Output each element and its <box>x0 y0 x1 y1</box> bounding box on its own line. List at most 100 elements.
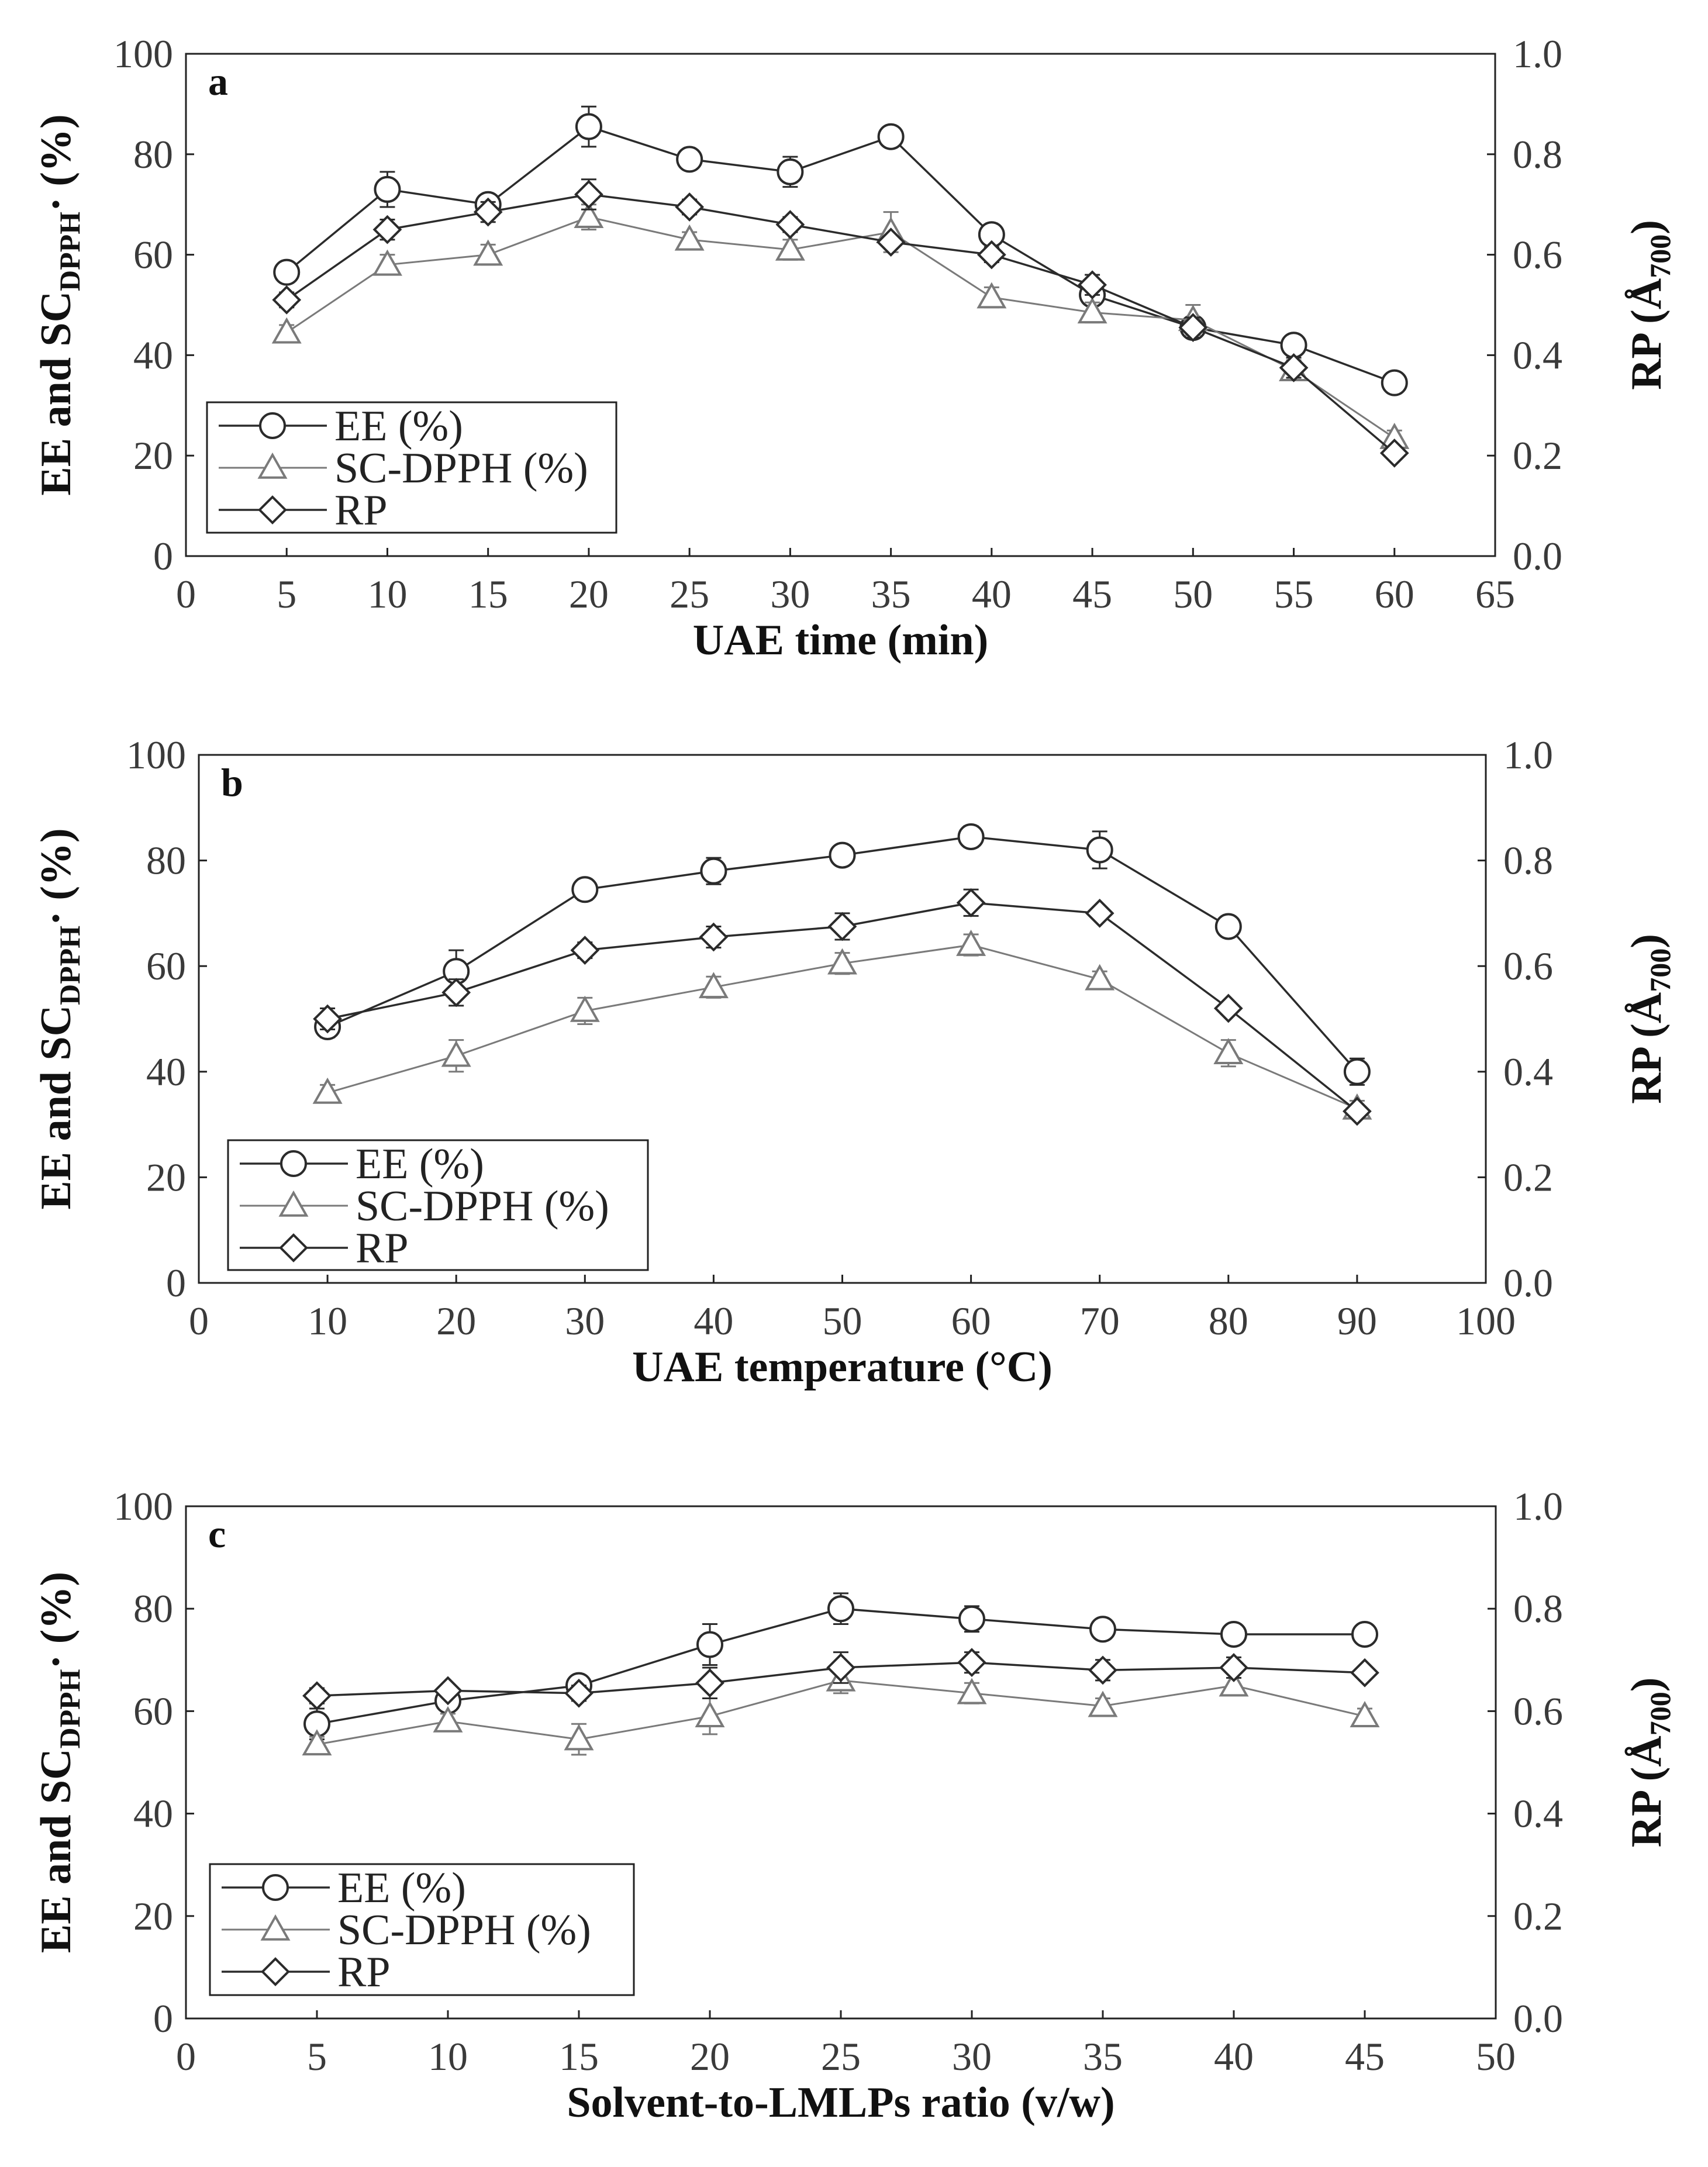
data-point <box>372 249 402 276</box>
y2-tick-label: 0.6 <box>1513 233 1562 277</box>
data-point <box>675 192 705 222</box>
y-tick-label: 60 <box>146 944 186 988</box>
data-point <box>1178 313 1208 343</box>
series-2 <box>272 178 1409 468</box>
x-tick-label: 20 <box>436 1299 476 1343</box>
x-tick-label: 40 <box>1214 2034 1254 2079</box>
data-point <box>957 823 985 850</box>
x-tick-label: 50 <box>1476 2034 1516 2079</box>
legend-entry: RP <box>356 1224 409 1272</box>
data-point <box>1085 964 1115 991</box>
legend-entry: SC-DPPH (%) <box>356 1182 609 1230</box>
legend: EE (%)SC-DPPH (%)RP <box>227 1139 649 1272</box>
x-tick-label: 0 <box>189 1299 209 1343</box>
y2-axis-label: RP (Å700) <box>1623 934 1676 1104</box>
legend: EE (%)SC-DPPH (%)RP <box>209 1863 635 1996</box>
x-axis-label: UAE temperature (°C) <box>632 1343 1053 1391</box>
x-tick-label: 65 <box>1475 572 1515 616</box>
data-point <box>1213 993 1243 1023</box>
legend-marker <box>259 412 286 439</box>
data-point <box>473 239 503 266</box>
x-tick-label: 45 <box>1345 2034 1385 2079</box>
series-0 <box>273 105 1408 396</box>
x-tick-label: 55 <box>1274 572 1314 616</box>
data-point <box>775 234 805 261</box>
x-tick-label: 35 <box>871 572 911 616</box>
data-point <box>1088 1655 1117 1685</box>
y2-tick-label: 0.4 <box>1513 333 1562 377</box>
y-axis-label: EE and SCDPPH· (%) <box>32 828 86 1209</box>
legend-marker <box>278 1190 309 1217</box>
series-line <box>286 193 1395 454</box>
legend-entry: RP <box>337 1948 391 1996</box>
legend-entry: SC-DPPH (%) <box>337 1906 591 1954</box>
y-tick-label: 80 <box>133 1586 173 1631</box>
data-point <box>272 285 302 315</box>
data-point <box>829 841 856 869</box>
y2-tick-label: 0.6 <box>1503 944 1553 988</box>
y-tick-label: 20 <box>133 433 173 478</box>
x-tick-label: 90 <box>1337 1299 1377 1343</box>
panel-c: 0 20 40 60 80 100 0.0 0.2 0.4 0.6 0.8 1.0 0 5 10 15 20 25… <box>32 1484 1676 2127</box>
legend-marker <box>258 495 287 525</box>
y-tick-label: 60 <box>133 1689 173 1733</box>
data-point <box>302 1681 332 1710</box>
legend-marker <box>279 1233 308 1262</box>
y2-tick-label: 0.6 <box>1513 1689 1563 1733</box>
legend-entry: EE (%) <box>337 1864 466 1912</box>
data-point <box>827 912 857 941</box>
x-tick-label: 50 <box>823 1299 862 1343</box>
data-point <box>956 929 986 956</box>
data-point <box>1086 836 1113 864</box>
y2-tick-label: 0.2 <box>1503 1155 1553 1199</box>
data-point <box>827 948 857 975</box>
data-point <box>698 972 729 999</box>
y2-tick-label: 0.0 <box>1503 1261 1553 1305</box>
data-point <box>273 258 301 286</box>
series-2 <box>313 888 1372 1126</box>
y2-axis-label: RP (Å700) <box>1623 1678 1676 1848</box>
data-point <box>1077 297 1107 324</box>
legend-marker <box>262 1874 289 1901</box>
data-point <box>695 1668 724 1698</box>
data-point <box>1351 1621 1378 1648</box>
y-tick-label: 80 <box>133 132 173 177</box>
data-point <box>441 1040 471 1067</box>
y-tick-label: 40 <box>133 1792 173 1836</box>
y2-tick-label: 0.8 <box>1513 132 1562 177</box>
x-tick-label: 60 <box>951 1299 991 1343</box>
x-tick-label: 40 <box>693 1299 733 1343</box>
x-tick-label: 50 <box>1173 572 1213 616</box>
y-tick-label: 0 <box>166 1261 186 1305</box>
y2-tick-label: 1.0 <box>1513 32 1562 76</box>
data-point <box>977 240 1006 270</box>
y2-tick-label: 0.0 <box>1513 1996 1563 2041</box>
x-axis-label: UAE time (min) <box>693 616 989 664</box>
data-point <box>1279 353 1309 382</box>
data-point <box>1220 1621 1247 1648</box>
data-point <box>302 1729 332 1756</box>
legend-marker <box>260 1914 291 1941</box>
data-point <box>1078 270 1107 300</box>
series-line <box>286 216 1395 439</box>
data-point <box>775 210 805 239</box>
data-point <box>1350 1701 1380 1727</box>
x-tick-label: 30 <box>565 1299 605 1343</box>
data-point <box>574 180 603 209</box>
series-line <box>286 125 1395 384</box>
data-point <box>1219 1670 1249 1697</box>
data-point <box>1343 1096 1372 1126</box>
data-point <box>473 197 503 227</box>
panel-a: 0 20 40 60 80 100 0.0 0.2 0.4 0.6 0.8 1.0 0 5 10 15 20 25… <box>32 32 1676 664</box>
data-point <box>575 113 602 140</box>
x-tick-label: 60 <box>1375 572 1414 616</box>
x-tick-label: 5 <box>307 2034 327 2079</box>
y2-tick-label: 0.4 <box>1503 1050 1553 1094</box>
x-tick-label: 5 <box>277 572 296 616</box>
data-point <box>564 1678 594 1708</box>
x-tick-label: 100 <box>1456 1299 1516 1343</box>
data-point <box>956 888 986 917</box>
data-point <box>372 215 402 244</box>
data-point <box>1379 439 1409 468</box>
data-point <box>271 317 302 344</box>
